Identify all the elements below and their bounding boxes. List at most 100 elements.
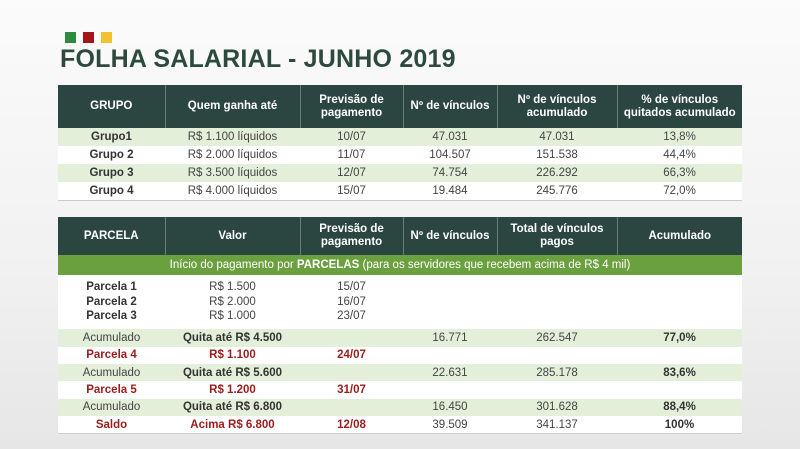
table-cell: Saldo [58,416,165,435]
table-cell: R$ 1.100 [165,346,300,364]
spacer-cell [58,324,742,330]
table-cell: 301.628 [497,398,617,417]
header-cell: Valor [165,217,301,255]
table-cell [617,381,742,399]
table-cell: 77,0% [617,329,742,347]
table-cell: Quita até R$ 4.500 [165,329,300,347]
parcelas-table: PARCELA Valor Previsão de pagamento Nº d… [58,217,742,435]
empty-cell [497,294,617,310]
spacer-row [58,275,742,280]
table-cell: 16/07 [300,294,403,310]
table-cell: 10/07 [300,128,403,146]
logo-yellow-square [101,32,112,43]
table-cell: 245.776 [497,182,617,201]
table-cell [300,398,403,417]
table-cell: Grupo1 [58,128,165,146]
table-cell: R$ 1.000 [165,309,300,325]
table-header: GRUPO Quem ganha até Previsão de pagamen… [58,85,742,128]
header-cell: Nº de vínculos [403,85,498,128]
header-cell: Previsão de pagamento [300,217,404,255]
empty-cell [617,294,742,310]
table-cell: Parcela 3 [58,309,165,325]
logo-red-square [83,32,94,43]
header-cell: Nº de vínculos [403,217,498,255]
table-cell: 16.450 [403,398,497,417]
table-cell: 15/07 [300,280,403,295]
table-header: PARCELA Valor Previsão de pagamento Nº d… [58,217,742,255]
table-cell: Grupo 4 [58,182,165,201]
parcelas-banner: Início do pagamento por PARCELAS (para o… [58,255,742,275]
table-cell: 83,6% [617,363,742,382]
header-cell: Nº de vínculos acumulado [497,85,618,128]
table-cell: 24/07 [300,346,403,364]
empty-cell [497,280,617,295]
banner-suffix: (para os servidores que recebem acima de… [359,259,631,271]
table-row: Acumulado Quita até R$ 6.800 16.450 301.628… [58,398,742,417]
table-cell: Parcela 1 [58,280,165,295]
header-cell: Total de vínculos pagos [497,217,618,255]
table-cell: 12/07 [300,164,403,182]
table-cell: R$ 2.000 líquidos [165,146,300,164]
table-cell: R$ 2.000 [165,294,300,310]
table-row: Grupo 3 R$ 3.500 líquidos 12/07 74.754 226.2… [58,164,742,182]
banner-prefix: Início do pagamento por [169,259,297,271]
table-cell: 12/08 [300,416,403,435]
table-cell [403,381,497,399]
page-title: FOLHA SALARIAL - JUNHO 2019 [60,45,456,73]
table-cell [403,346,497,364]
table-cell: 151.538 [497,146,617,164]
table-cell [497,381,617,399]
table-cell [497,346,617,364]
table-row: Acumulado Quita até R$ 4.500 16.771 262.547… [58,329,742,347]
banner-bold: PARCELAS [296,259,360,271]
table-cell: 47.031 [403,128,497,146]
table-row: Parcela 4 R$ 1.100 24/07 [58,346,742,364]
table-cell: Quita até R$ 6.800 [165,398,300,417]
table-cell: 16.771 [403,329,497,347]
table-cell: 285.178 [497,363,617,382]
table-cell: Parcela 2 [58,294,165,310]
table-cell: 341.137 [497,416,617,435]
empty-cell [403,309,497,325]
groups-table: GRUPO Quem ganha até Previsão de pagamen… [58,85,742,201]
spacer-cell [58,275,742,280]
table-cell: 13,8% [617,128,742,146]
table-cell: Acumulado [58,398,165,417]
table-cell [617,346,742,364]
table-row: Saldo Acima R$ 6.800 12/08 39.509 341.137 100… [58,416,742,435]
table-cell: Acima R$ 6.800 [165,416,300,435]
banner-cell: Início do pagamento por PARCELAS (para o… [58,255,742,275]
header-cell: Quem ganha até [165,85,301,128]
table-cell: 11/07 [300,146,403,164]
table-cell: 100% [617,416,742,435]
table-cell: R$ 1.200 [165,381,300,399]
table-cell: Quita até R$ 5.600 [165,363,300,382]
table-cell: 74.754 [403,164,497,182]
table-cell: Acumulado [58,329,165,347]
empty-cell [403,294,497,310]
header-cell: Acumulado [617,217,742,255]
header-cell: PARCELA [58,217,166,255]
table-row: Grupo 2 R$ 2.000 líquidos 11/07 104.507 151.… [58,146,742,164]
table-cell: 22.631 [403,363,497,382]
header-cell: GRUPO [58,85,166,128]
header-cell: % de vínculos quitados acumulado [617,85,742,128]
table-cell: Grupo 2 [58,146,165,164]
parcela-row: Parcela 2 R$ 2.000 16/07 [58,294,742,310]
table-row: Acumulado Quita até R$ 5.600 22.631 285.178… [58,363,742,382]
table-cell: 88,4% [617,398,742,417]
table-cell: 262.547 [497,329,617,347]
table-cell: 39.509 [403,416,497,435]
table-cell: R$ 3.500 líquidos [165,164,300,182]
table-cell: 44,4% [617,146,742,164]
table-cell: 47.031 [497,128,617,146]
table-cell: 72,0% [617,182,742,201]
logo-green-square [65,32,76,43]
table-cell: Acumulado [58,363,165,382]
table-cell: Parcela 4 [58,346,165,364]
table-row: Grupo 4 R$ 4.000 líquidos 15/07 19.484 245.7… [58,182,742,201]
table-cell: 15/07 [300,182,403,201]
table-cell: Parcela 5 [58,381,165,399]
spacer-row [58,324,742,330]
table-cell: R$ 1.500 [165,280,300,295]
